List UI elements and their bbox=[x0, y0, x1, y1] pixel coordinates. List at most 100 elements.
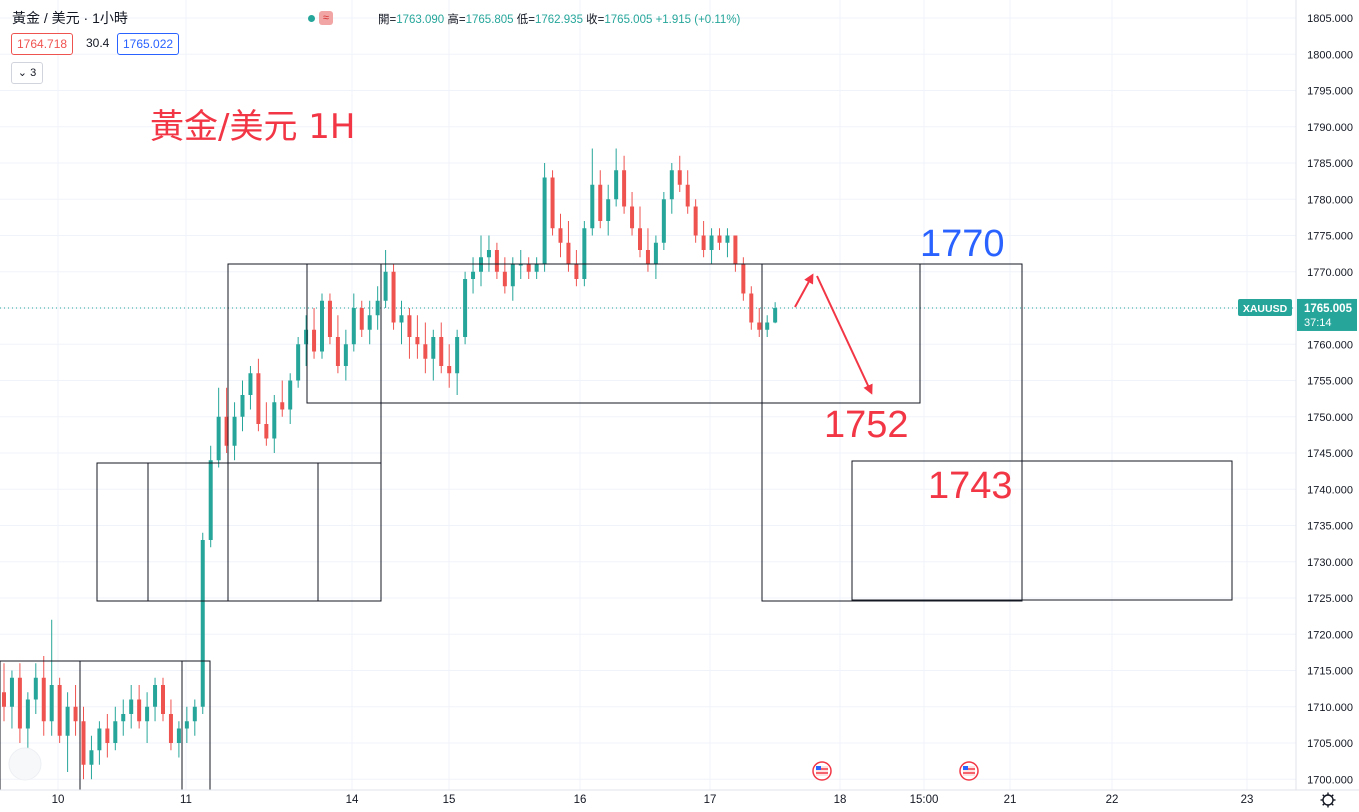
candle bbox=[749, 286, 754, 330]
candle-body bbox=[510, 264, 515, 287]
candle bbox=[208, 445, 213, 548]
zone-box bbox=[227, 263, 382, 602]
open-value: 1763.090 bbox=[396, 14, 445, 26]
x-tick-label: 15:00 bbox=[910, 794, 939, 806]
candle-body bbox=[81, 721, 86, 765]
candle-body bbox=[49, 685, 54, 722]
candle bbox=[598, 170, 603, 229]
candle bbox=[431, 329, 436, 381]
candle-body bbox=[240, 395, 245, 417]
candle-body bbox=[741, 264, 746, 294]
candle-body bbox=[423, 344, 428, 359]
candle bbox=[423, 322, 428, 374]
candle-body bbox=[312, 329, 317, 352]
candle-body bbox=[351, 308, 356, 345]
buy-button[interactable]: 1765.022 bbox=[117, 33, 180, 55]
candle bbox=[399, 300, 404, 345]
candle bbox=[49, 619, 54, 736]
candle bbox=[693, 199, 698, 243]
symbol-tag-bg bbox=[1238, 298, 1292, 316]
candle-body bbox=[17, 677, 22, 729]
candle bbox=[582, 221, 587, 287]
candle bbox=[550, 170, 555, 236]
candle-body bbox=[447, 366, 452, 374]
candle-body bbox=[614, 170, 619, 200]
us-event-flag-icon[interactable] bbox=[959, 761, 979, 781]
candle-body bbox=[550, 177, 555, 229]
candle bbox=[65, 692, 70, 772]
candle bbox=[773, 302, 778, 324]
change-value: +1.915 (+0.11%) bbox=[655, 14, 741, 26]
candle bbox=[200, 532, 205, 714]
candle bbox=[359, 300, 364, 337]
candle bbox=[176, 721, 181, 758]
close-label: 收= bbox=[586, 14, 605, 26]
candle bbox=[312, 308, 317, 359]
us-event-flag-icon[interactable] bbox=[812, 761, 832, 781]
candle-body bbox=[145, 706, 150, 722]
x-tick-label: 11 bbox=[180, 794, 192, 806]
candle-body bbox=[439, 337, 444, 366]
candle bbox=[57, 677, 62, 743]
high-value: 1765.805 bbox=[465, 14, 514, 26]
candle bbox=[471, 257, 476, 294]
candle bbox=[264, 402, 269, 446]
y-tick-label: 1775.000 bbox=[1307, 231, 1353, 243]
candle bbox=[375, 286, 380, 330]
candle-body bbox=[224, 416, 229, 446]
candle bbox=[757, 308, 762, 337]
candle bbox=[129, 685, 134, 729]
candle-body bbox=[526, 264, 531, 272]
indicators-toggle[interactable]: ⌄ 3 bbox=[11, 62, 43, 84]
sell-button[interactable]: 1764.718 bbox=[11, 33, 74, 55]
candle bbox=[105, 714, 110, 758]
gear-icon[interactable] bbox=[1320, 792, 1336, 808]
candle bbox=[479, 235, 483, 287]
candle bbox=[455, 329, 460, 395]
chart-header: 黃金 / 美元 · 1小時 ≈ bbox=[12, 8, 333, 28]
level-label-1770: 1770 bbox=[920, 223, 1005, 265]
candle-body bbox=[113, 721, 118, 743]
zone-box bbox=[147, 462, 382, 602]
x-tick-label: 21 bbox=[1004, 794, 1017, 806]
candle-body bbox=[343, 344, 348, 366]
spread-value: 30.4 bbox=[86, 36, 110, 50]
candle bbox=[606, 184, 611, 236]
candle-body bbox=[97, 728, 102, 751]
candle-body bbox=[176, 728, 181, 743]
wave-icon[interactable]: ≈ bbox=[318, 11, 333, 25]
candle bbox=[153, 677, 158, 722]
candle-body bbox=[391, 271, 396, 323]
arrow-down-to-1752 bbox=[816, 275, 873, 395]
candle bbox=[296, 337, 301, 388]
candle-body bbox=[399, 315, 404, 323]
candle-body bbox=[638, 228, 642, 250]
candle-body bbox=[335, 337, 340, 366]
indicators-count: 3 bbox=[30, 67, 37, 79]
candle-body bbox=[765, 322, 770, 330]
y-tick-label: 1730.000 bbox=[1307, 557, 1353, 569]
candle-body bbox=[566, 242, 571, 265]
candle-body bbox=[168, 714, 173, 743]
open-label: 開= bbox=[378, 14, 397, 26]
candle-body bbox=[431, 337, 436, 359]
y-tick-label: 1700.000 bbox=[1307, 774, 1353, 786]
symbol-title[interactable]: 黃金 / 美元 · 1小時 bbox=[12, 10, 128, 26]
candle-body bbox=[685, 184, 690, 207]
candle bbox=[765, 315, 770, 337]
candle-body bbox=[749, 293, 754, 323]
candle-body bbox=[304, 329, 309, 345]
candle bbox=[121, 699, 126, 736]
candle-body bbox=[622, 170, 627, 207]
candle bbox=[335, 315, 340, 374]
last-price-label: 1765.005 bbox=[1304, 303, 1353, 315]
candle bbox=[343, 329, 348, 381]
candle-body bbox=[129, 699, 134, 714]
candle-body bbox=[327, 300, 332, 337]
candle-body bbox=[121, 714, 126, 722]
candle-body bbox=[272, 402, 277, 439]
x-tick-label: 17 bbox=[704, 794, 717, 806]
candle bbox=[669, 163, 674, 214]
x-tick-label: 16 bbox=[574, 794, 587, 806]
